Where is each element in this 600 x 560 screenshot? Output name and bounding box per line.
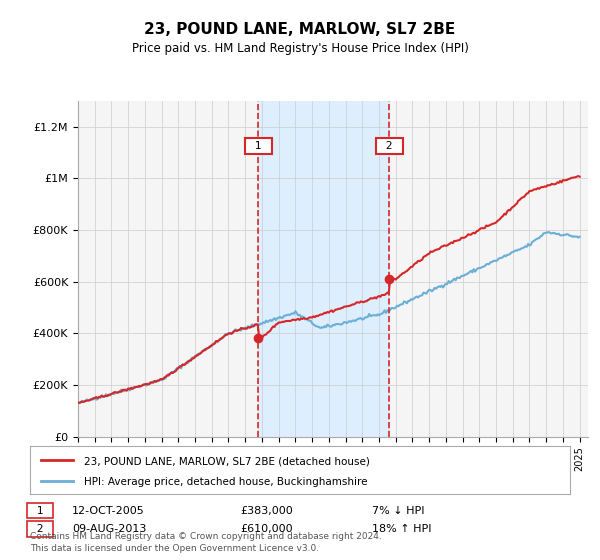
- Text: HPI: Average price, detached house, Buckinghamshire: HPI: Average price, detached house, Buck…: [84, 478, 367, 488]
- Text: 7% ↓ HPI: 7% ↓ HPI: [372, 506, 425, 516]
- Text: Contains HM Land Registry data © Crown copyright and database right 2024.
This d: Contains HM Land Registry data © Crown c…: [30, 532, 382, 553]
- Text: Price paid vs. HM Land Registry's House Price Index (HPI): Price paid vs. HM Land Registry's House …: [131, 42, 469, 55]
- Text: 1: 1: [248, 141, 269, 151]
- Text: 2: 2: [30, 524, 50, 534]
- Text: 23, POUND LANE, MARLOW, SL7 2BE (detached house): 23, POUND LANE, MARLOW, SL7 2BE (detache…: [84, 456, 370, 466]
- Text: 12-OCT-2005: 12-OCT-2005: [72, 506, 145, 516]
- Text: 18% ↑ HPI: 18% ↑ HPI: [372, 524, 431, 534]
- Text: 23, POUND LANE, MARLOW, SL7 2BE: 23, POUND LANE, MARLOW, SL7 2BE: [145, 22, 455, 38]
- Bar: [259, 101, 389, 437]
- Text: £383,000: £383,000: [240, 506, 293, 516]
- Text: £610,000: £610,000: [240, 524, 293, 534]
- Text: 2: 2: [379, 141, 400, 151]
- Text: 1: 1: [30, 506, 50, 516]
- Text: 09-AUG-2013: 09-AUG-2013: [72, 524, 146, 534]
